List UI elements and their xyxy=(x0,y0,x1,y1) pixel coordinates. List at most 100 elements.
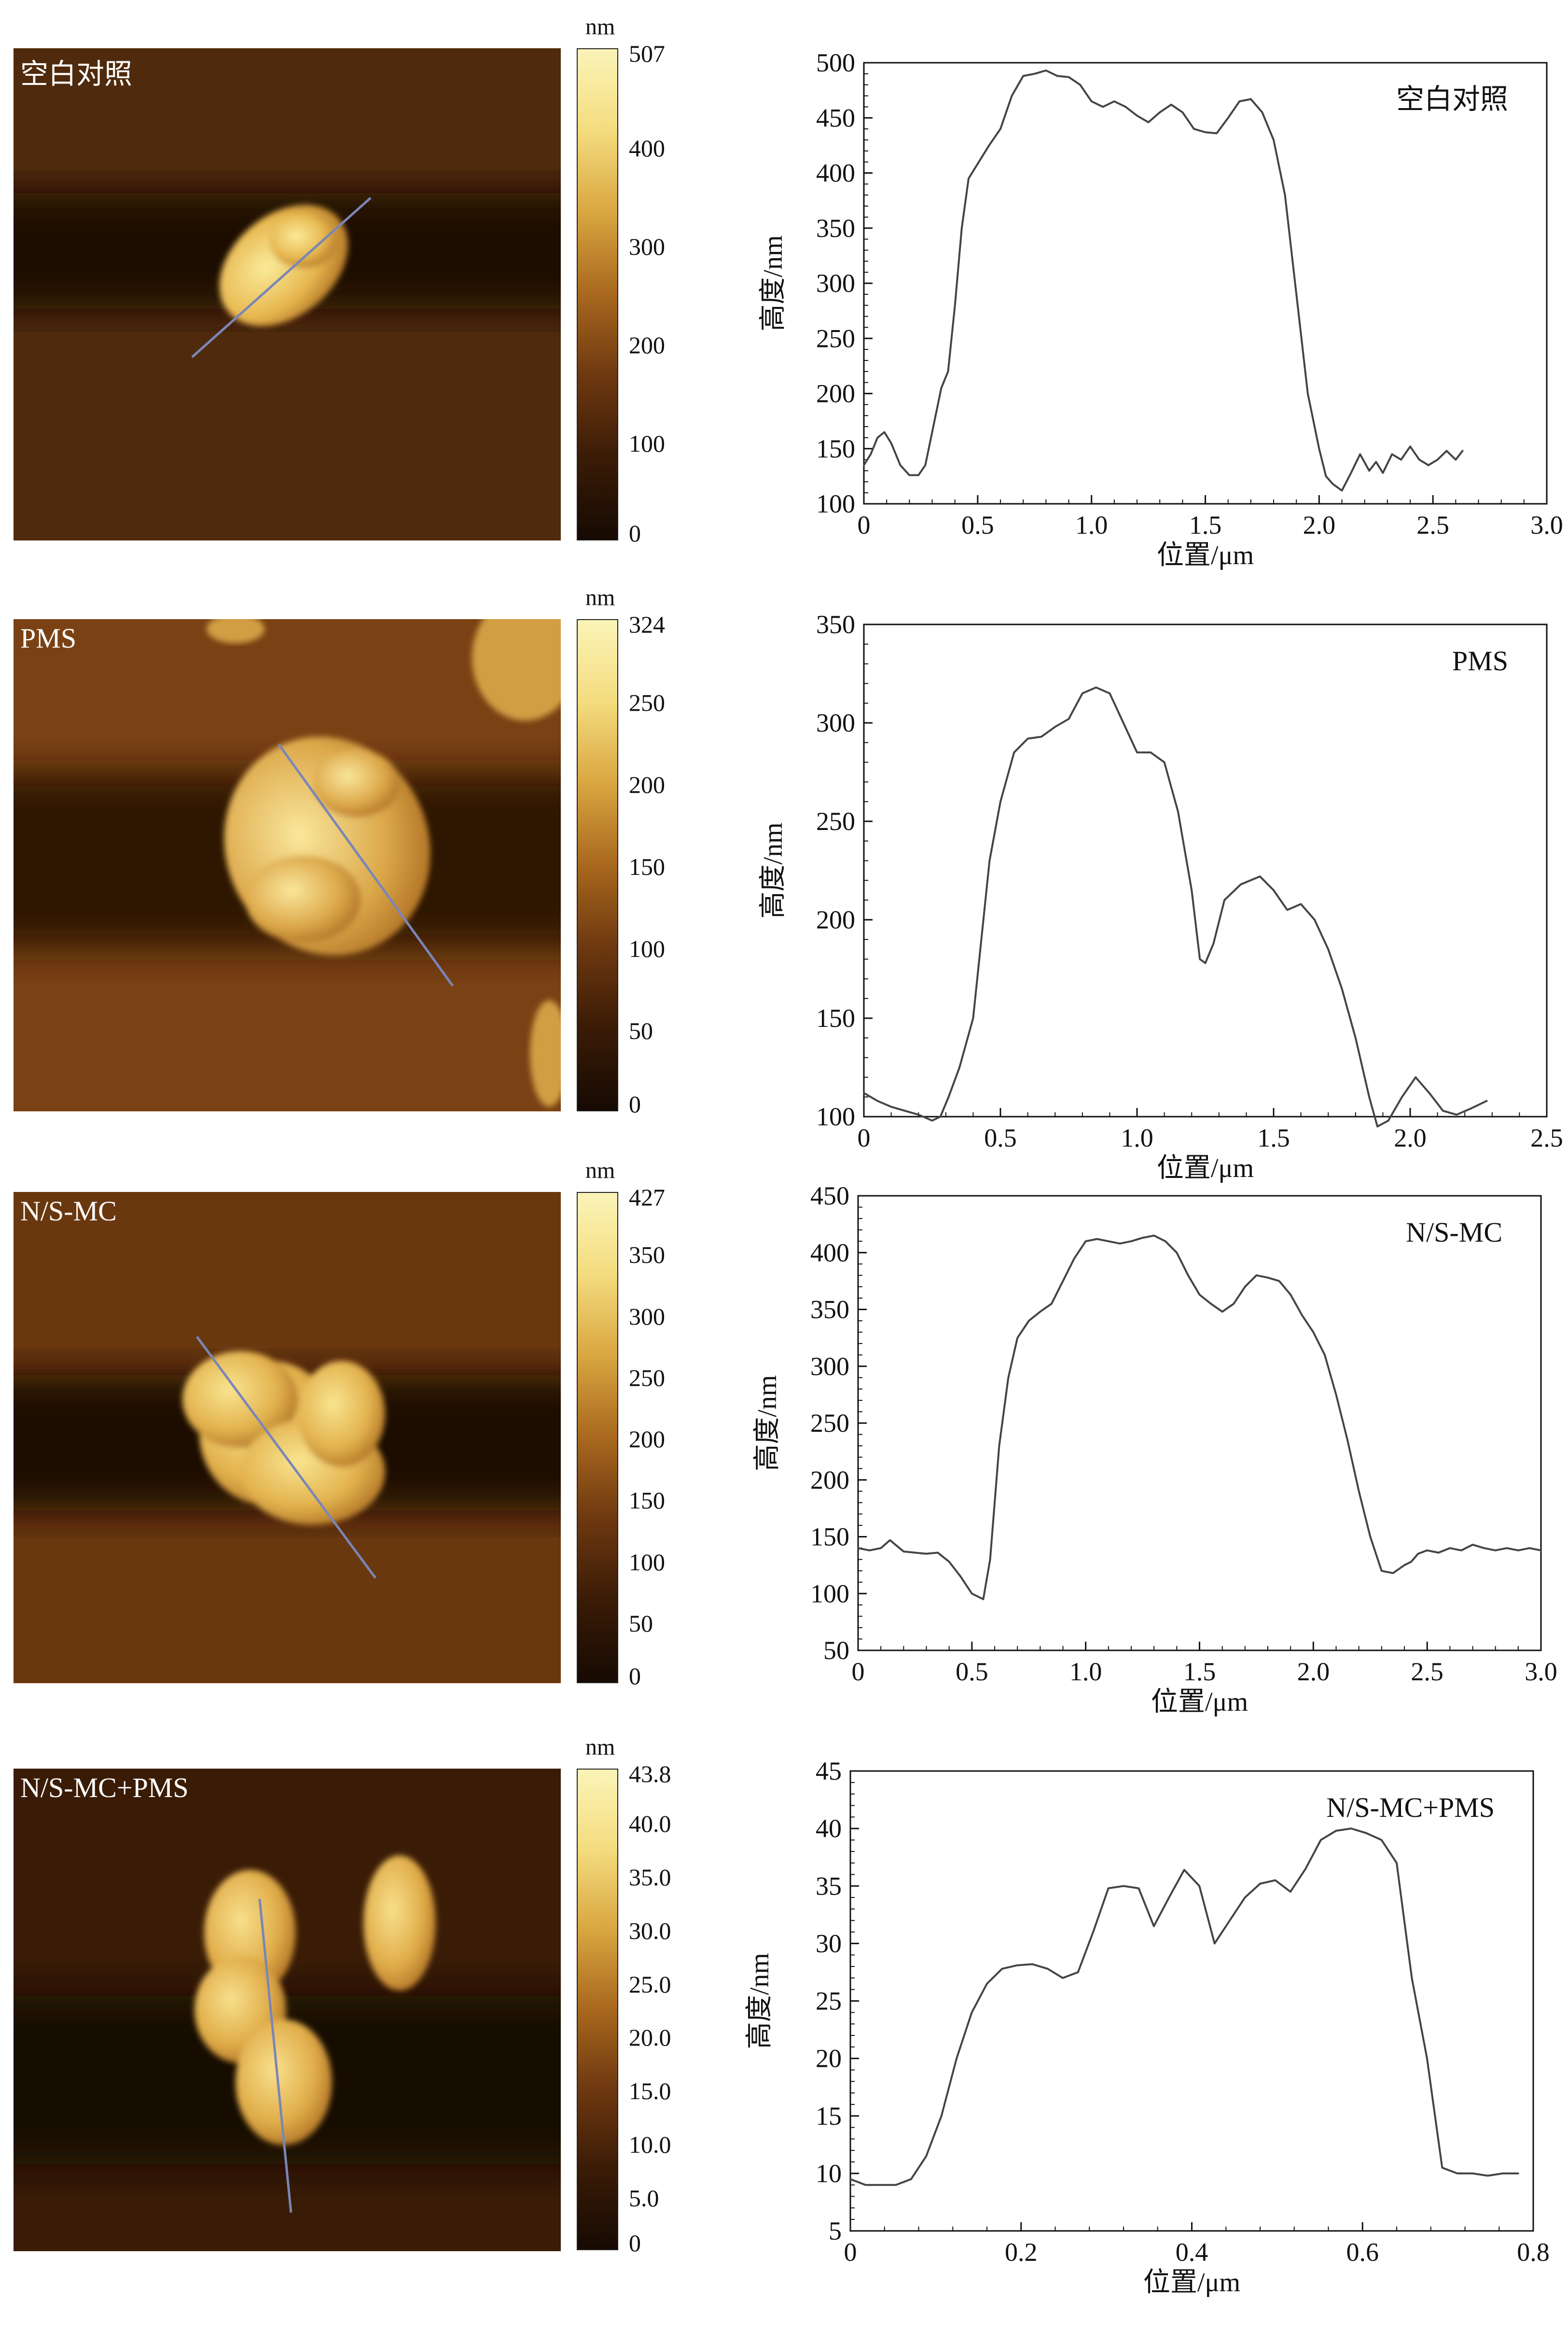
y-tick-label: 100 xyxy=(816,1102,855,1131)
y-tick-label: 300 xyxy=(810,1352,849,1381)
profile-line xyxy=(278,744,454,987)
x-tick-label: 0 xyxy=(858,1123,871,1152)
x-tick-label: 0.2 xyxy=(1005,2238,1038,2267)
colorbar-tick-label: 150 xyxy=(629,1487,665,1514)
y-tick-label: 20 xyxy=(816,2044,842,2073)
x-tick-label: 1.5 xyxy=(1189,511,1222,540)
y-tick-label: 250 xyxy=(816,324,855,353)
afm-sample-label: PMS xyxy=(20,623,77,654)
y-tick-label: 350 xyxy=(816,610,855,639)
x-tick-label: 2.0 xyxy=(1297,1657,1330,1686)
y-tick-label: 40 xyxy=(816,1814,842,1843)
x-tick-label: 0 xyxy=(858,511,871,540)
x-tick-label: 0.5 xyxy=(956,1657,988,1686)
y-tick-label: 45 xyxy=(816,1757,842,1785)
plot-frame xyxy=(849,1770,1534,2232)
y-tick-label: 100 xyxy=(810,1579,849,1608)
y-tick-label: 25 xyxy=(816,1987,842,2016)
y-axis-label: 高度/nm xyxy=(758,822,788,918)
afm-image: N/S-MC xyxy=(14,1192,561,1683)
x-tick-label: 0.5 xyxy=(984,1123,1017,1152)
colorbar-tick-label: 150 xyxy=(629,853,665,880)
x-tick-label: 1.5 xyxy=(1257,1123,1290,1152)
x-tick-label: 0 xyxy=(844,2238,857,2267)
y-tick-label: 30 xyxy=(816,1929,842,1958)
afm-image-render xyxy=(14,1192,561,1683)
y-tick-label: 300 xyxy=(816,269,855,298)
colorbar-tick-label: 200 xyxy=(629,771,665,798)
afm-sample-label: N/S-MC xyxy=(20,1195,117,1227)
profile-series-line xyxy=(857,1234,1542,1600)
y-tick-label: 400 xyxy=(816,159,855,188)
afm-image-render xyxy=(14,1769,561,2251)
colorbar-tick-label: 15.0 xyxy=(629,2077,671,2105)
y-tick-label: 35 xyxy=(816,1871,842,1900)
y-tick-label: 200 xyxy=(816,905,855,934)
y-tick-label: 200 xyxy=(816,379,855,408)
colorbar-tick-label: 0 xyxy=(629,2229,641,2256)
colorbar-tick-label: 250 xyxy=(629,689,665,716)
afm-image: N/S-MC+PMS xyxy=(14,1769,561,2251)
colorbar-tick-label: 50 xyxy=(629,1017,653,1044)
x-tick-label: 2.5 xyxy=(1411,1657,1443,1686)
y-tick-label: 50 xyxy=(823,1636,849,1665)
colorbar-tick-label: 20.0 xyxy=(629,2024,671,2051)
colorbar-tick-label: 427 xyxy=(629,1184,665,1211)
profile-line xyxy=(195,1336,377,1579)
x-tick-label: 1.0 xyxy=(1069,1657,1102,1686)
x-tick-label: 0 xyxy=(852,1657,865,1686)
colorbar-tick-label: 200 xyxy=(629,332,665,359)
y-tick-label: 350 xyxy=(816,214,855,243)
x-tick-label: 2.5 xyxy=(1530,1123,1563,1152)
y-tick-label: 300 xyxy=(816,708,855,737)
colorbar-tick-label: 25.0 xyxy=(629,1970,671,1998)
colorbar-unit: nm xyxy=(585,1734,615,1760)
colorbar-tick-label: 100 xyxy=(629,430,665,457)
y-axis-label: 高度/nm xyxy=(758,235,788,331)
afm-image: PMS xyxy=(14,619,561,1111)
y-tick-label: 250 xyxy=(810,1409,849,1438)
sample-annotation: N/S-MC xyxy=(1406,1217,1502,1248)
profile-line xyxy=(191,197,372,358)
colorbar-gradient xyxy=(577,1192,618,1683)
x-axis-label: 位置/μm xyxy=(1151,1687,1248,1717)
colorbar-tick-label: 43.8 xyxy=(629,1760,671,1787)
colorbar-unit: nm xyxy=(585,14,615,40)
colorbar-tick-label: 300 xyxy=(629,233,665,260)
y-tick-label: 250 xyxy=(816,807,855,836)
colorbar-gradient xyxy=(577,48,618,540)
colorbar-tick-label: 200 xyxy=(629,1425,665,1453)
x-tick-label: 0.4 xyxy=(1176,2238,1208,2267)
sample-annotation: 空白对照 xyxy=(1396,83,1508,115)
colorbar-tick-label: 507 xyxy=(629,40,665,67)
profile-series-line xyxy=(863,69,1464,492)
y-tick-label: 450 xyxy=(810,1181,849,1210)
particle xyxy=(219,205,348,326)
colorbar-tick-label: 400 xyxy=(629,135,665,162)
colorbar-tick-label: 10.0 xyxy=(629,2131,671,2159)
y-tick-label: 200 xyxy=(810,1466,849,1495)
colorbar-tick-label: 0 xyxy=(629,520,641,547)
particle xyxy=(182,1351,385,1525)
y-tick-label: 150 xyxy=(816,434,855,463)
x-tick-label: 0.6 xyxy=(1346,2238,1379,2267)
x-axis-label: 位置/μm xyxy=(1157,540,1254,570)
x-tick-label: 3.0 xyxy=(1530,511,1563,540)
afm-image: 空白对照 xyxy=(14,48,561,540)
colorbar-tick-label: 5.0 xyxy=(629,2185,659,2212)
x-tick-label: 2.0 xyxy=(1394,1123,1427,1152)
colorbar-tick-label: 100 xyxy=(629,935,665,962)
y-axis-label: 高度/nm xyxy=(752,1375,782,1471)
colorbar-gradient xyxy=(577,619,618,1111)
particle xyxy=(224,736,430,955)
colorbar-tick-label: 300 xyxy=(629,1302,665,1330)
x-tick-label: 2.0 xyxy=(1303,511,1336,540)
colorbar-unit: nm xyxy=(585,585,615,610)
afm-image-render xyxy=(14,48,561,540)
y-tick-label: 10 xyxy=(816,2159,842,2188)
profile-series-line xyxy=(849,1827,1519,2186)
colorbar-unit: nm xyxy=(585,1158,615,1183)
colorbar-tick-label: 324 xyxy=(629,611,665,638)
